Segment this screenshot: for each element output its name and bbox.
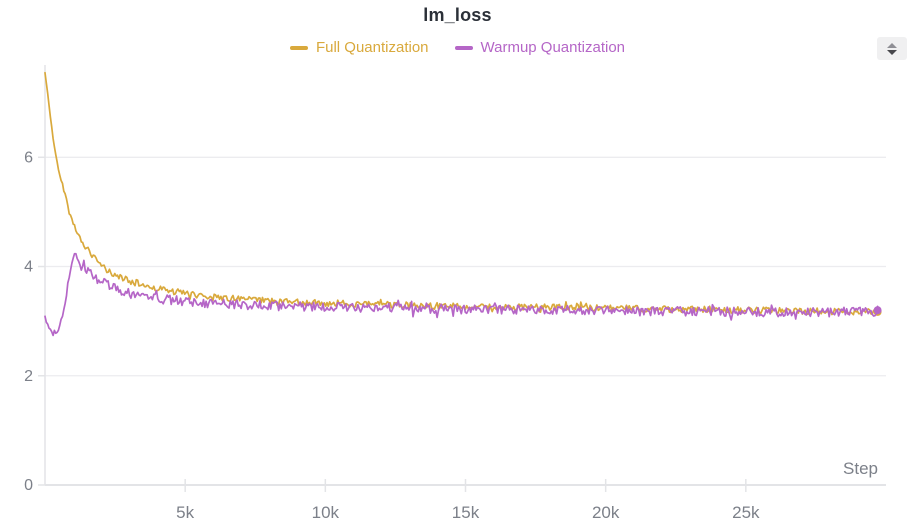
x-tick-label: 5k [176, 503, 194, 522]
chart-legend: Full Quantization Warmup Quantization [0, 39, 915, 57]
x-tick-label: 10k [312, 503, 340, 522]
panel-resize-stepper-button[interactable] [877, 37, 907, 60]
legend-line-swatch-icon [454, 46, 473, 50]
legend-line-swatch-icon [289, 46, 308, 50]
series-line-full-quantization [44, 71, 879, 316]
legend-item-warmup-quantization[interactable]: Warmup Quantization [454, 39, 626, 57]
chart-title: lm_loss [423, 5, 492, 25]
y-tick-label: 4 [24, 259, 33, 276]
y-tick-label: 6 [24, 149, 33, 166]
x-tick-label: 25k [732, 503, 760, 522]
chevron-down-icon [887, 49, 897, 55]
legend-item-full-quantization[interactable]: Full Quantization [289, 39, 429, 57]
y-tick-label: 0 [24, 477, 33, 494]
legend-label-full-quantization: Full Quantization [315, 39, 429, 56]
x-axis-title: Step [843, 459, 878, 478]
x-tick-label: 15k [452, 503, 480, 522]
series-endpoint-warmup-quantization [873, 306, 882, 315]
chevron-up-icon [887, 42, 897, 48]
y-tick-label: 2 [24, 368, 33, 385]
legend-label-warmup-quantization: Warmup Quantization [480, 39, 626, 56]
series-line-warmup-quantization [44, 252, 879, 337]
x-tick-label: 20k [592, 503, 620, 522]
